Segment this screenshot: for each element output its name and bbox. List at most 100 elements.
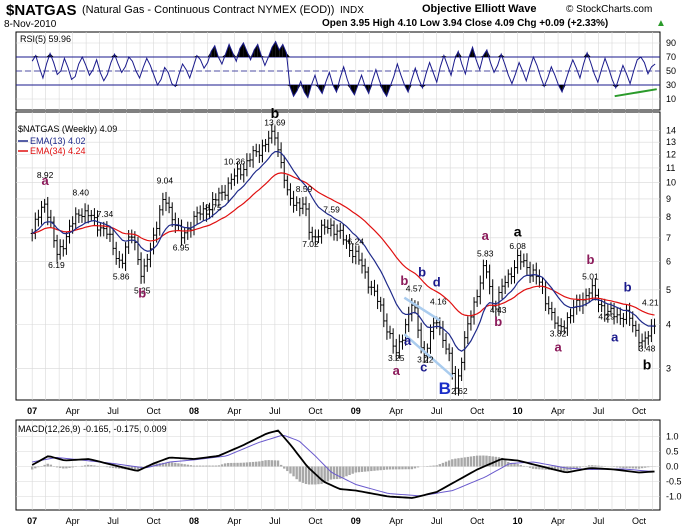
macd-histogram-bar: [563, 466, 566, 471]
macd-histogram-bar: [528, 466, 532, 468]
macd-histogram-bar: [360, 466, 364, 472]
macd-histogram-bar: [457, 458, 460, 467]
macd-histogram-bar: [58, 466, 62, 468]
price-annotation: 8.92: [37, 170, 54, 180]
rsi-extreme-fill: [286, 52, 290, 57]
x-axis-label: Jul: [431, 406, 443, 416]
macd-histogram-bar: [55, 466, 59, 468]
macd-histogram-bar: [429, 465, 432, 467]
macd-histogram-bar: [647, 466, 650, 468]
price-annotation: 7.34: [97, 209, 114, 219]
panel-frame-1: [15, 111, 661, 401]
macd-histogram-bar: [373, 466, 376, 471]
macd-histogram-bar: [500, 457, 504, 467]
quote-summary: Open 3.95 High 4.10 Low 3.94 Close 4.09 …: [322, 18, 609, 29]
macd-histogram-bar: [407, 466, 410, 470]
macd-histogram-bar: [572, 466, 575, 470]
macd-histogram-bar: [251, 461, 255, 467]
wave-label: b: [400, 273, 408, 288]
up-arrow-icon: ▲: [656, 18, 666, 29]
wave-label: a: [393, 363, 401, 378]
macd-histogram-bar: [634, 466, 638, 469]
macd-histogram-bar: [519, 464, 522, 467]
macd-histogram-bar: [171, 462, 174, 467]
x-axis-label: Jul: [593, 406, 605, 416]
macd-histogram-bar: [258, 461, 261, 467]
price-tick-label: 4: [666, 319, 671, 329]
macd-histogram-bar: [628, 466, 631, 469]
wave-label: b: [418, 264, 426, 279]
rsi-extreme-fill: [304, 85, 308, 98]
ema13-legend-label: EMA(13) 4.02: [30, 136, 86, 146]
macd-histogram-bar: [136, 466, 140, 471]
macd-tick-label: 0.0: [666, 462, 679, 472]
rsi-trend-line: [614, 88, 657, 98]
x-axis-label: Jul: [107, 516, 119, 526]
x-axis-label: Oct: [632, 516, 647, 526]
macd-histogram-bar: [295, 466, 298, 480]
rsi-extreme-fill: [193, 55, 197, 57]
macd-histogram-bar: [615, 466, 619, 468]
macd-histogram-bar: [180, 463, 183, 467]
x-axis-label: Apr: [227, 406, 241, 416]
macd-histogram-bar: [227, 462, 230, 467]
chart-source-title: Objective Elliott Wave: [422, 3, 537, 15]
macd-histogram-bar: [65, 466, 68, 469]
price-tick-label: 14: [666, 126, 676, 136]
price-annotation: 7.02: [302, 239, 319, 249]
macd-histogram-bar: [276, 460, 280, 467]
macd-histogram-bar: [416, 466, 420, 468]
macd-histogram-bar: [357, 466, 361, 473]
macd-histogram-bar: [391, 466, 395, 470]
macd-histogram-bar: [491, 456, 494, 467]
macd-histogram-bar: [591, 465, 594, 467]
macd-histogram-bar: [413, 466, 417, 469]
macd-histogram-bar: [199, 465, 202, 467]
macd-histogram-bar: [466, 456, 470, 467]
macd-histogram-bar: [625, 466, 628, 469]
x-axis-label: Apr: [389, 516, 403, 526]
rsi-extreme-fill: [272, 41, 276, 57]
macd-histogram-bar: [248, 462, 252, 467]
macd-histogram-bar: [298, 466, 301, 482]
price-annotation: 4.16: [430, 296, 447, 306]
macd-histogram-bar: [314, 466, 317, 485]
macd-tick-label: 1.0: [666, 432, 679, 442]
wave-label: d: [433, 275, 441, 290]
macd-histogram-bar: [83, 465, 87, 467]
macd-histogram-bar: [379, 466, 382, 471]
rsi-extreme-fill: [236, 48, 240, 57]
rsi-extreme-fill: [562, 85, 566, 92]
macd-histogram-bar: [177, 463, 180, 467]
rsi-extreme-fill: [350, 85, 355, 95]
macd-histogram-bar: [183, 464, 186, 467]
x-axis-label: Apr: [66, 516, 80, 526]
rsi-tick-label: 30: [666, 80, 676, 90]
macd-histogram-bar: [348, 466, 351, 475]
rsi-extreme-fill: [175, 85, 179, 87]
rsi-extreme-fill: [479, 55, 484, 57]
wave-label: b: [138, 286, 146, 301]
rsi-extreme-fill: [279, 44, 283, 57]
macd-histogram-bar: [195, 465, 199, 467]
rsi-extreme-fill: [211, 45, 215, 57]
macd-histogram-bar: [435, 465, 438, 467]
wave-label: a: [482, 228, 490, 243]
macd-signal-line: [32, 434, 655, 497]
macd-histogram-bar: [619, 466, 622, 468]
macd-histogram-bar: [510, 463, 513, 467]
macd-histogram-bar: [68, 466, 71, 468]
price-annotation: 2.62: [451, 386, 468, 396]
x-axis-label: 08: [189, 406, 199, 416]
rsi-extreme-fill: [243, 43, 247, 57]
macd-histogram-bar: [133, 466, 137, 471]
price-annotation: 3.25: [388, 353, 405, 363]
macd-histogram-bar: [289, 466, 292, 474]
x-axis-label: Apr: [551, 406, 565, 416]
macd-histogram-bar: [211, 465, 214, 467]
ema34-legend-label: EMA(34) 4.24: [30, 146, 86, 156]
macd-histogram-bar: [233, 462, 236, 467]
macd-histogram-bar: [320, 466, 323, 484]
macd-histogram-bar: [479, 455, 482, 467]
macd-histogram-bar: [475, 455, 479, 467]
